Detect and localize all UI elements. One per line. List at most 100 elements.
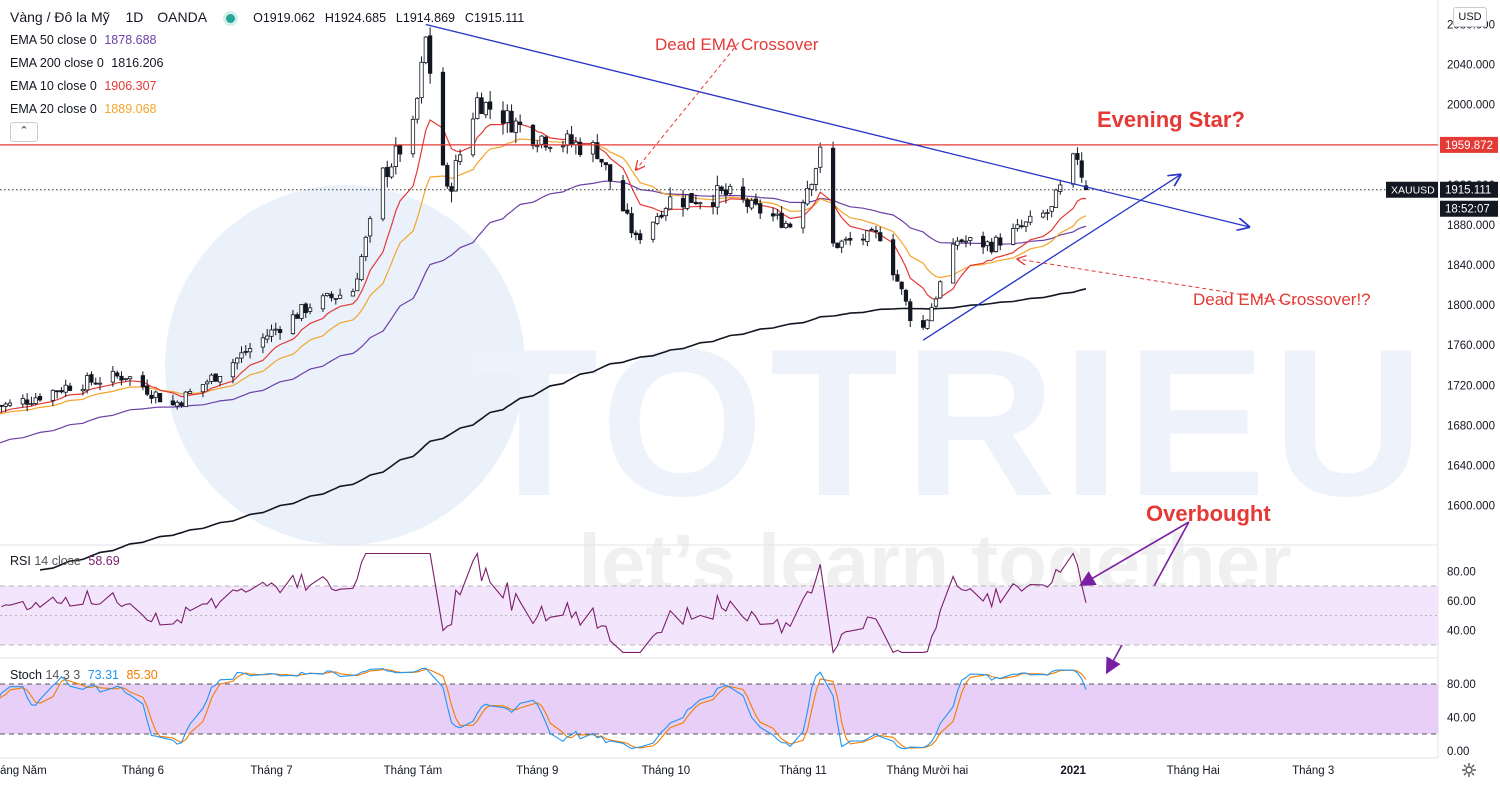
candle-bear	[625, 209, 630, 214]
candle-bear	[243, 351, 248, 353]
candle-bear	[920, 320, 926, 328]
candle-bear	[740, 186, 746, 200]
candle-bull	[513, 120, 518, 133]
candle-bull	[929, 307, 934, 322]
candle-bull	[333, 298, 338, 300]
candle-bear	[303, 303, 308, 314]
candle-bull	[505, 110, 510, 123]
candle-bear	[693, 201, 699, 205]
candle-bear	[569, 134, 574, 145]
candle-bull	[269, 329, 274, 337]
candle-bull	[325, 292, 330, 297]
candle-bull	[749, 199, 754, 209]
legend-ema10-value: 1906.307	[104, 79, 157, 93]
candle-bull	[650, 221, 656, 240]
candle-bear	[869, 228, 874, 231]
time-tick: Tháng 9	[516, 765, 558, 777]
candle-bull	[565, 133, 570, 146]
price-tick: 1640.000	[1447, 460, 1495, 472]
ema50	[0, 180, 1087, 444]
candle-bull	[265, 335, 270, 340]
candle-bull	[938, 281, 943, 299]
candle-bear	[908, 301, 913, 321]
dead-ema-arrow-2	[1017, 259, 1297, 304]
candle-bull	[925, 319, 930, 329]
candle-bear	[633, 232, 638, 236]
descending-trendline	[425, 23, 1249, 227]
time-tick: áng Năm	[0, 765, 47, 777]
candle-bull	[818, 146, 823, 168]
evening-star-label: Evening Star?	[1097, 107, 1245, 132]
stoch-tick: 40.00	[1447, 712, 1476, 724]
legend-ema50-value: 1878.688	[104, 33, 157, 47]
candle-bear	[595, 142, 600, 160]
price-tick: 2040.000	[1447, 60, 1495, 72]
candle-bull	[1045, 212, 1050, 214]
legend-stoch[interactable]: Stoch 14 3 3 73.31 85.30	[10, 668, 158, 682]
symbol-name[interactable]: Vàng / Đô la Mỹ	[10, 9, 110, 25]
time-tick: Tháng Tám	[384, 765, 443, 777]
candle-bull	[363, 236, 368, 258]
chevron-up-icon: ⌃	[19, 125, 29, 137]
legend-ema50[interactable]: EMA 50 close 0 1878.688	[10, 33, 156, 47]
candle-bull	[127, 376, 133, 380]
candle-bull	[1053, 189, 1059, 208]
price-tick: 1800.000	[1447, 300, 1495, 312]
rsi-params: 14 close	[34, 554, 81, 568]
candle-bull	[1011, 228, 1016, 245]
candle-bear	[1075, 153, 1080, 160]
time-tick: Tháng 6	[122, 765, 164, 777]
time-tick: 2021	[1060, 765, 1086, 777]
legend-ema200[interactable]: EMA 200 close 0 1816.206	[10, 56, 163, 70]
candle-bear	[710, 202, 716, 207]
candle-bull	[153, 391, 158, 398]
candle-bull	[235, 357, 240, 364]
candle-bull	[260, 337, 266, 348]
currency-button[interactable]: USD	[1453, 7, 1487, 27]
candle-bear	[329, 293, 334, 299]
candlestick-series	[0, 27, 1089, 413]
candle-bear	[998, 237, 1003, 246]
high-label: H	[324, 11, 334, 25]
candle-bull	[175, 401, 180, 407]
candle-bull	[299, 304, 304, 319]
candle-bull	[1058, 184, 1063, 192]
candle-bear	[488, 101, 493, 110]
legend-ema10-label: EMA 10 close 0	[10, 79, 97, 93]
candle-bull	[1071, 153, 1076, 185]
price-tick: 1680.000	[1447, 420, 1495, 432]
candle-bull	[865, 230, 870, 242]
candle-bull	[307, 307, 313, 312]
symbol-header: Vàng / Đô la Mỹ 1D OANDA O1919.062 H1924…	[10, 9, 530, 25]
collapse-legend-button[interactable]: ⌃	[10, 122, 38, 142]
candle-bull	[337, 294, 343, 299]
candle-bull	[548, 147, 553, 149]
candle-bear	[449, 186, 454, 192]
legend-ema20[interactable]: EMA 20 close 0 1889.068	[10, 102, 156, 116]
candle-bear	[59, 390, 64, 393]
interval[interactable]: 1D	[125, 9, 144, 25]
candle-bull	[320, 295, 326, 310]
candle-bear	[427, 35, 433, 74]
legend-ema10[interactable]: EMA 10 close 0 1906.307	[10, 79, 156, 93]
candle-bear	[890, 239, 896, 276]
candle-bull	[968, 237, 973, 241]
candle-bear	[119, 375, 124, 381]
candle-bear	[719, 186, 724, 192]
candle-bear	[89, 374, 94, 383]
candle-bull	[963, 240, 969, 243]
candle-bear	[213, 373, 218, 382]
legend-ema50-label: EMA 50 close 0	[10, 33, 97, 47]
legend-rsi[interactable]: RSI 14 close 58.69	[10, 554, 120, 568]
gear-icon[interactable]	[1461, 762, 1477, 778]
candle-bear	[115, 372, 120, 377]
candle-bear	[500, 110, 506, 124]
stoch-tick: 80.00	[1447, 679, 1476, 691]
resistance-price-tag	[1440, 136, 1498, 153]
ascending-trendline	[922, 175, 1180, 341]
candle-bear	[179, 402, 184, 406]
low-value: 1914.869	[402, 11, 456, 25]
candle-bear	[479, 97, 484, 114]
